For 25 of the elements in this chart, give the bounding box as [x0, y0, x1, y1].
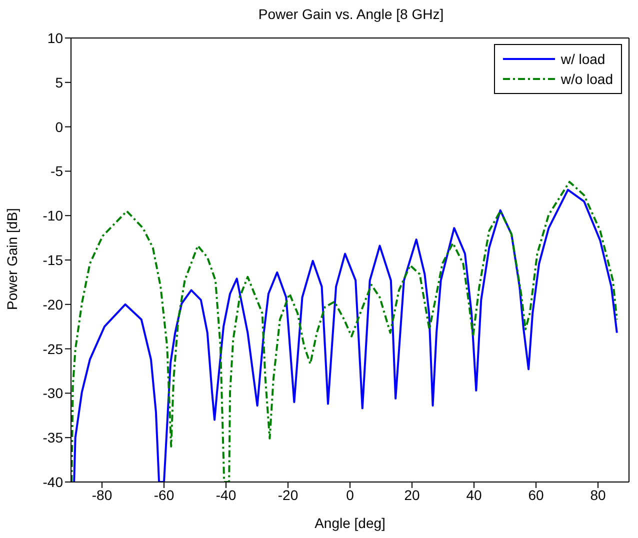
y-tick-label: -5 — [50, 163, 64, 180]
x-tick-label: 60 — [528, 486, 544, 503]
y-tick-label: -25 — [42, 340, 64, 357]
x-axis-title: Angle [deg] — [314, 515, 386, 531]
x-tick-label: 0 — [346, 486, 354, 503]
x-tick-label: -20 — [278, 486, 298, 503]
legend-label: w/o load — [560, 71, 613, 87]
y-tick-label: 10 — [47, 30, 64, 46]
y-tick-label: -30 — [42, 385, 64, 402]
y-tick-label: -15 — [42, 252, 64, 268]
y-tick-label: -35 — [42, 430, 64, 446]
y-tick-label: 0 — [55, 118, 64, 135]
x-tick-label: 80 — [590, 486, 606, 503]
x-tick-label: 20 — [404, 486, 420, 503]
y-tick-label: 5 — [55, 74, 64, 90]
y-tick-label: -40 — [42, 474, 64, 490]
x-tick-label: -80 — [92, 486, 112, 503]
x-tick-label: 40 — [466, 486, 482, 503]
chart-title: Power Gain vs. Angle [8 GHz] — [257, 6, 445, 22]
x-tick-label: -40 — [216, 486, 236, 503]
x-tick-label: -60 — [154, 486, 174, 503]
y-axis-title: Power Gain [dB] — [4, 208, 20, 310]
y-tick-label: -20 — [42, 296, 64, 312]
y-tick-label: -10 — [42, 208, 64, 224]
legend-label: w/ load — [560, 51, 606, 67]
